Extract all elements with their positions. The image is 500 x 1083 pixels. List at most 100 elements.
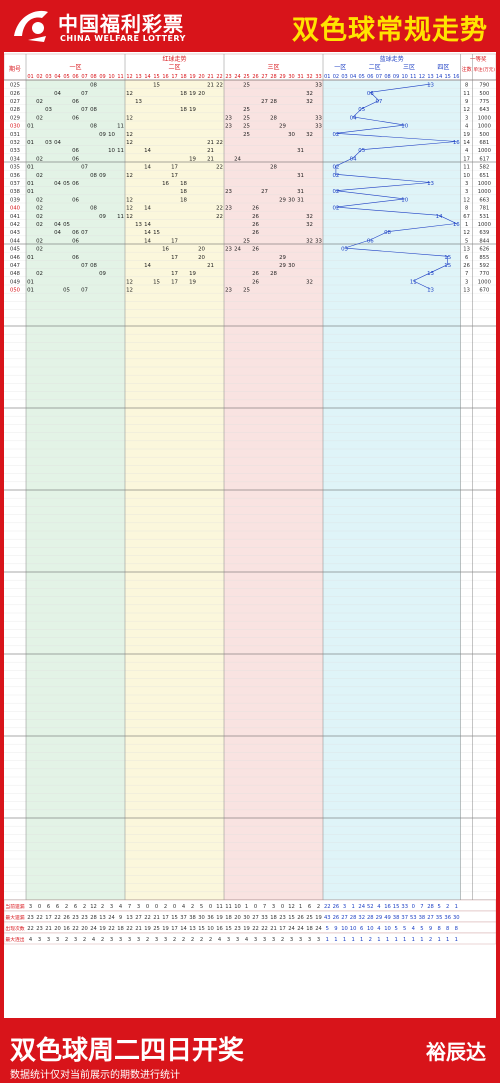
red-zone2-header: 二区 [168, 64, 180, 71]
blue-ball-number: 02 [332, 132, 339, 138]
blue-stat-value: 0 [412, 904, 415, 910]
red-ball-number: 17 [171, 173, 178, 179]
red-stat-value: 24 [315, 926, 322, 932]
red-stat-value: 22 [252, 926, 259, 932]
red-ball-number: 01 [27, 189, 34, 195]
red-stat-value: 10 [234, 904, 241, 910]
blue-ball-number: 05 [358, 148, 365, 154]
blue-stat-value: 9 [429, 926, 432, 932]
prize-amount: 663 [479, 197, 489, 203]
red-column-number: 19 [189, 74, 195, 80]
red-ball-number: 09 [99, 214, 106, 220]
red-ball-number: 18 [180, 197, 187, 203]
red-ball-number: 33 [315, 124, 322, 130]
red-ball-number: 10 [108, 148, 115, 154]
red-column-number: 11 [117, 74, 123, 80]
prize-count: 12 [463, 197, 470, 203]
stats-row-label: 当前遗漏 [5, 903, 24, 910]
red-ball-number: 29 [279, 124, 286, 130]
red-stat-value: 0 [173, 904, 176, 910]
issue-number: 049 [10, 279, 20, 285]
prize-count: 12 [463, 230, 470, 236]
issue-number: 033 [10, 148, 20, 154]
red-stat-value: 18 [270, 915, 277, 921]
red-stat-value: 3 [299, 937, 302, 943]
red-ball-number: 17 [171, 279, 178, 285]
red-ball-number: 07 [81, 263, 88, 269]
red-ball-number: 28 [270, 99, 277, 105]
issue-number: 050 [10, 288, 20, 294]
blue-column-number: 05 [359, 74, 365, 80]
red-ball-number: 22 [216, 165, 223, 171]
red-stat-value: 3 [137, 937, 140, 943]
red-stat-value: 2 [173, 937, 176, 943]
red-stat-value: 2 [101, 937, 104, 943]
prize-amount: 1000 [478, 115, 491, 121]
blue-column-number: 01 [324, 74, 330, 80]
issue-number: 044 [10, 238, 21, 244]
red-ball-number: 32 [306, 99, 313, 105]
red-column-number: 20 [198, 74, 204, 80]
red-ball-number: 08 [90, 107, 97, 113]
prize-count: 10 [463, 173, 470, 179]
prize-amount-header: 单注(万元) [474, 66, 496, 73]
blue-ball-number: 06 [367, 238, 374, 244]
red-ball-number: 33 [315, 238, 322, 244]
red-ball-number: 06 [72, 148, 79, 154]
blue-ball-number: 07 [375, 99, 382, 105]
red-ball-number: 14 [144, 165, 151, 171]
red-stat-value: 3 [272, 904, 275, 910]
blue-stat-value: 37 [401, 915, 408, 921]
red-ball-number: 02 [36, 197, 43, 203]
red-stat-value: 2 [209, 937, 212, 943]
prize-amount: 582 [479, 165, 489, 171]
red-ball-number: 31 [297, 173, 304, 179]
red-ball-number: 08 [90, 83, 97, 89]
red-ball-number: 01 [27, 279, 34, 285]
prize-count: 26 [463, 263, 470, 269]
red-ball-number: 14 [144, 238, 151, 244]
prize-count: 11 [463, 165, 470, 171]
red-column-number: 32 [306, 74, 312, 80]
prize-amount: 500 [479, 91, 489, 97]
red-stat-value: 11 [225, 904, 232, 910]
red-stat-value: 20 [54, 926, 61, 932]
blue-stat-value: 10 [341, 926, 348, 932]
red-ball-number: 17 [171, 238, 178, 244]
blue-stat-value: 10 [350, 926, 357, 932]
red-stat-value: 3 [155, 937, 158, 943]
blue-ball-number: 14 [436, 214, 443, 220]
red-ball-number: 09 [99, 173, 106, 179]
red-ball-number: 12 [126, 173, 133, 179]
first-prize-header: 一等奖 [470, 55, 487, 63]
blue-stat-value: 8 [437, 926, 440, 932]
issue-number: 032 [10, 140, 20, 146]
blue-stat-value: 52 [367, 904, 374, 910]
red-stat-value: 24 [90, 926, 97, 932]
red-column-number: 14 [144, 74, 150, 80]
red-stat-value: 0 [146, 904, 149, 910]
red-ball-number: 02 [36, 247, 43, 253]
red-ball-number: 22 [216, 83, 223, 89]
red-stat-value: 19 [99, 926, 106, 932]
red-ball-number: 08 [90, 124, 97, 130]
prize-count: 8 [465, 206, 468, 212]
red-column-number: 18 [180, 74, 186, 80]
red-stat-value: 3 [236, 937, 239, 943]
red-stat-value: 19 [144, 926, 151, 932]
red-stat-value: 16 [63, 926, 70, 932]
blue-bzone1-header: 一区 [334, 64, 346, 71]
red-ball-number: 14 [144, 148, 151, 154]
red-stat-value: 14 [180, 926, 187, 932]
red-trend-header: 红球走势 [162, 55, 186, 63]
red-ball-number: 20 [198, 255, 205, 261]
blue-stat-value: 9 [334, 926, 337, 932]
table-header-background [3, 53, 497, 81]
red-column-number: 13 [135, 74, 141, 80]
blue-stat-value: 27 [427, 915, 434, 921]
red-stat-value: 0 [281, 904, 284, 910]
red-ball-number: 13 [135, 99, 142, 105]
issue-number: 025 [10, 83, 20, 89]
issue-number: 047 [10, 263, 20, 269]
red-stat-value: 23 [279, 915, 286, 921]
